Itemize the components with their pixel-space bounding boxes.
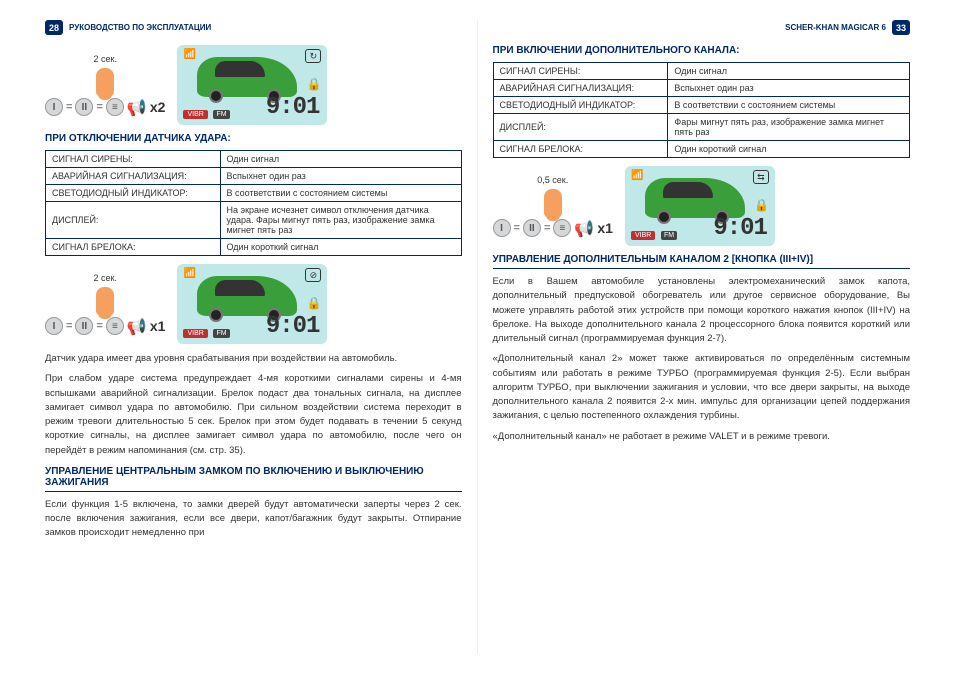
table-row: СИГНАЛ БРЕЛОКА:Один короткий сигнал — [46, 239, 462, 256]
remote-button-3: ≡ — [553, 219, 571, 237]
horn-icon: 📢 — [574, 219, 594, 237]
wheel-icon — [209, 89, 223, 103]
horn-icon: 📢 — [127, 98, 147, 116]
car-icon — [645, 178, 745, 218]
header-right: SCHER-KHAN MAGICAR 6 33 — [493, 20, 911, 35]
button-group — [544, 189, 562, 217]
page-number-right: 33 — [892, 20, 910, 35]
vibr-badge: VIBR — [183, 110, 207, 119]
button-sequence-2: 2 сек. I = II = ≡ 📢 x1 — [45, 273, 165, 335]
button-row: I = II = ≡ 📢 x1 — [45, 317, 165, 335]
signal-table-left-1: СИГНАЛ СИРЕНЫ:Один сигнал АВАРИЙНАЯ СИГН… — [45, 150, 462, 256]
fm-badge: FM — [213, 110, 229, 119]
header-left: 28 РУКОВОДСТВО ПО ЭКСПЛУАТАЦИИ — [45, 20, 462, 35]
finger-icon — [96, 287, 114, 315]
fm-badge: FM — [213, 329, 229, 338]
remote-display-3: 📶 ⇆ 🔒 VIBR FM 9:01 — [625, 166, 775, 246]
fm-badge: FM — [661, 231, 677, 240]
button-group — [96, 287, 114, 315]
header-title-left: РУКОВОДСТВО ПО ЭКСПЛУАТАЦИИ — [69, 23, 211, 32]
section-heading-central-lock: УПРАВЛЕНИЕ ЦЕНТРАЛЬНЫМ ЗАМКОМ ПО ВКЛЮЧЕН… — [45, 466, 462, 492]
paragraph: «Дополнительный канал 2» может также акт… — [493, 352, 911, 423]
table-row: ДИСПЛЕЙ:На экране исчезнет символ отключ… — [46, 202, 462, 239]
paragraph: «Дополнительный канал» не работает в реж… — [493, 430, 911, 444]
finger-icon — [544, 189, 562, 217]
wheel-icon — [657, 210, 671, 224]
page-left: 28 РУКОВОДСТВО ПО ЭКСПЛУАТАЦИИ 2 сек. I … — [30, 20, 478, 654]
remote-button-1: I — [45, 317, 63, 335]
vibr-badge: VIBR — [631, 231, 655, 240]
status-icon: ↻ — [305, 49, 321, 63]
remote-button-1: I — [493, 219, 511, 237]
paragraph: Датчик удара имеет два уровня срабатыван… — [45, 352, 462, 366]
equals-icon: = — [66, 101, 72, 113]
section-heading-addchannel-on: При включении дополнительного канала: — [493, 45, 911, 56]
antenna-icon: 📶 — [631, 170, 643, 181]
header-title-right: SCHER-KHAN MAGICAR 6 — [785, 23, 886, 32]
duration-label: 2 сек. — [94, 273, 117, 283]
page-number-left: 28 — [45, 20, 63, 35]
table-row: ДИСПЛЕЙ:Фары мигнут пять раз, изображени… — [493, 114, 910, 141]
illustration-row-3: 0,5 сек. I = II = ≡ 📢 x1 📶 ⇆ 🔒 VIBR — [493, 166, 911, 246]
lock-icon: 🔒 — [754, 198, 769, 212]
status-icon: ⊘ — [305, 268, 321, 282]
section-heading-sensor-off: При отключении датчика удара: — [45, 133, 462, 144]
equals-icon: = — [96, 101, 102, 113]
clock-display: 9:01 — [713, 215, 767, 242]
multiplier: x1 — [150, 318, 166, 334]
button-sequence-1: 2 сек. I = II = ≡ 📢 x2 — [45, 54, 165, 116]
equals-icon: = — [66, 320, 72, 332]
car-icon — [197, 57, 297, 97]
remote-button-1: I — [45, 98, 63, 116]
equals-icon: = — [514, 222, 520, 234]
lock-icon: 🔒 — [307, 296, 322, 310]
status-icon: ⇆ — [753, 170, 769, 184]
table-row: АВАРИЙНАЯ СИГНАЛИЗАЦИЯ:Вспыхнет один раз — [493, 80, 910, 97]
lock-icon: 🔒 — [307, 77, 322, 91]
paragraph: Если функция 1-5 включена, то замки двер… — [45, 498, 462, 541]
multiplier: x2 — [150, 99, 166, 115]
remote-button-2: II — [523, 219, 541, 237]
table-row: СИГНАЛ БРЕЛОКА:Один короткий сигнал — [493, 141, 910, 158]
table-row: СИГНАЛ СИРЕНЫ:Один сигнал — [46, 151, 462, 168]
equals-icon: = — [544, 222, 550, 234]
horn-icon: 📢 — [127, 317, 147, 335]
antenna-icon: 📶 — [183, 268, 195, 279]
button-row: I = II = ≡ 📢 x1 — [493, 219, 613, 237]
table-row: СИГНАЛ СИРЕНЫ:Один сигнал — [493, 63, 910, 80]
table-row: СВЕТОДИОДНЫЙ ИНДИКАТОР:В соответствии с … — [46, 185, 462, 202]
remote-button-3: ≡ — [106, 317, 124, 335]
equals-icon: = — [96, 320, 102, 332]
duration-label: 2 сек. — [94, 54, 117, 64]
table-row: АВАРИЙНАЯ СИГНАЛИЗАЦИЯ:Вспыхнет один раз — [46, 168, 462, 185]
multiplier: x1 — [597, 220, 613, 236]
button-row: I = II = ≡ 📢 x2 — [45, 98, 165, 116]
remote-button-3: ≡ — [106, 98, 124, 116]
duration-label: 0,5 сек. — [537, 175, 568, 185]
remote-button-2: II — [75, 317, 93, 335]
table-row: СВЕТОДИОДНЫЙ ИНДИКАТОР:В соответствии с … — [493, 97, 910, 114]
signal-table-right-1: СИГНАЛ СИРЕНЫ:Один сигнал АВАРИЙНАЯ СИГН… — [493, 62, 911, 158]
button-group — [96, 68, 114, 96]
vibr-badge: VIBR — [183, 329, 207, 338]
wheel-icon — [209, 308, 223, 322]
remote-button-2: II — [75, 98, 93, 116]
illustration-row-2: 2 сек. I = II = ≡ 📢 x1 📶 ⊘ 🔒 VIBR — [45, 264, 462, 344]
clock-display: 9:01 — [266, 313, 320, 340]
finger-icon — [96, 68, 114, 96]
page-right: SCHER-KHAN MAGICAR 6 33 При включении до… — [478, 20, 926, 654]
remote-display-2: 📶 ⊘ 🔒 VIBR FM 9:01 — [177, 264, 327, 344]
clock-display: 9:01 — [266, 94, 320, 121]
button-sequence-3: 0,5 сек. I = II = ≡ 📢 x1 — [493, 175, 613, 237]
remote-display-1: 📶 ↻ 🔒 VIBR FM 9:01 — [177, 45, 327, 125]
illustration-row-1: 2 сек. I = II = ≡ 📢 x2 📶 ↻ 🔒 VIBR — [45, 45, 462, 125]
paragraph: Если в Вашем автомобиле установлены элек… — [493, 275, 911, 346]
car-icon — [197, 276, 297, 316]
paragraph: При слабом ударе система предупреждает 4… — [45, 372, 462, 458]
section-heading-channel2: УПРАВЛЕНИЕ ДОПОЛНИТЕЛЬНЫМ КАНАЛОМ 2 [КНО… — [493, 254, 911, 269]
antenna-icon: 📶 — [183, 49, 195, 60]
